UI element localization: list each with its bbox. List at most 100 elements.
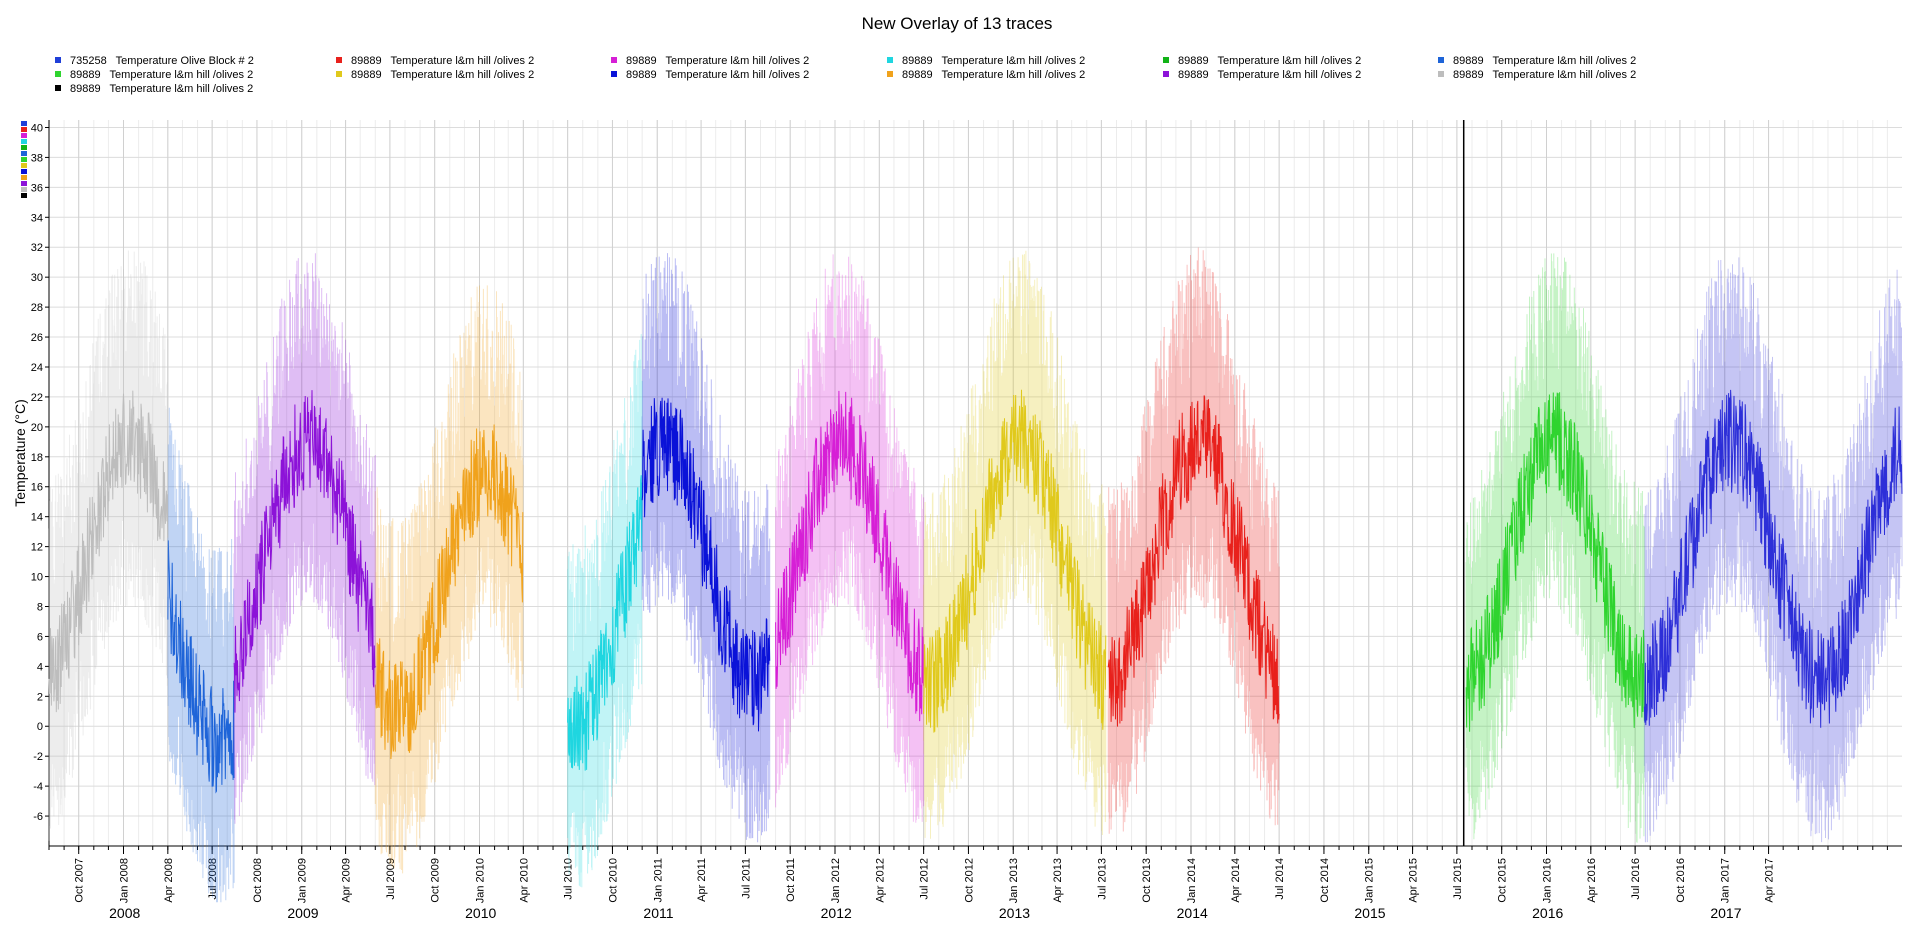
y-tick-label: 8	[37, 601, 43, 613]
x-tick-label: Oct 2012	[963, 858, 975, 903]
legend-item: 89889 Temperature l&m hill /olives 2	[336, 54, 534, 68]
series-11	[48, 250, 169, 841]
legend-item: 89889 Temperature l&m hill /olives 2	[611, 68, 809, 82]
color-key-swatch	[21, 169, 27, 174]
y-tick-label: 30	[31, 272, 43, 284]
x-tick-label: Apr 2011	[696, 858, 708, 902]
chart-title: New Overlay of 13 traces	[861, 14, 1053, 33]
x-tick-label: Jan 2017	[1720, 858, 1732, 903]
legend-item: 89889 Temperature l&m hill /olives 2	[887, 54, 1085, 68]
y-axis-title: Temperature (°C)	[12, 399, 28, 507]
x-tick-label: Jan 2014	[1186, 858, 1198, 903]
series-line	[775, 390, 925, 722]
color-key-swatch	[21, 163, 27, 168]
legend-swatch	[611, 57, 617, 63]
y-tick-label: 10	[31, 572, 43, 584]
legend-item: 89889 Temperature l&m hill /olives 2	[55, 68, 253, 82]
color-key-swatch	[21, 175, 27, 180]
legend-label: 89889 Temperature l&m hill /olives 2	[70, 69, 254, 81]
year-label: 2016	[1532, 905, 1563, 921]
x-tick-label: Jan 2009	[297, 858, 309, 903]
legend-swatch	[1163, 57, 1169, 63]
y-tick-label: 26	[31, 332, 43, 344]
x-tick-label: Jan 2010	[474, 858, 486, 903]
legend-item: 735258 Temperature Olive Block # 2	[55, 54, 254, 68]
x-tick-label: Jan 2013	[1008, 858, 1020, 903]
y-tick-label: 36	[31, 182, 43, 194]
legend-swatch	[336, 71, 342, 77]
legend-item: 89889 Temperature l&m hill /olives 2	[55, 82, 253, 96]
series-7	[923, 250, 1107, 839]
legend-label: 735258 Temperature Olive Block # 2	[70, 55, 254, 67]
series-line	[641, 397, 771, 732]
series-group	[48, 247, 1903, 903]
series-2	[775, 254, 925, 823]
series-9	[374, 285, 524, 874]
legend-label: 89889 Temperature l&m hill /olives 2	[351, 55, 535, 67]
color-key-swatch	[21, 121, 27, 126]
year-label: 2015	[1354, 905, 1385, 921]
x-tick-label: Jul 2009	[385, 858, 397, 900]
x-tick-label: Oct 2008	[252, 858, 264, 903]
series-13	[1643, 257, 1903, 843]
x-tick-label: Jul 2011	[740, 858, 752, 899]
year-label: 2014	[1177, 905, 1208, 921]
x-tick-label: Apr 2010	[518, 858, 530, 903]
series-5	[167, 407, 235, 903]
y-tick-label: 18	[31, 452, 43, 464]
color-key-swatch	[21, 145, 27, 150]
series-line	[374, 424, 524, 760]
legend-swatch	[611, 71, 617, 77]
y-tick-label: 16	[31, 482, 43, 494]
series-line	[48, 390, 169, 713]
y-tick-label: 2	[37, 691, 43, 703]
x-tick-label: Apr 2014	[1230, 858, 1242, 903]
legend-label: 89889 Temperature l&m hill /olives 2	[70, 83, 254, 95]
x-tick-label: Apr 2015	[1408, 858, 1420, 903]
legend-label: 89889 Temperature l&m hill /olives 2	[1178, 69, 1362, 81]
legend-item: 89889 Temperature l&m hill /olives 2	[887, 68, 1085, 82]
color-key-swatch	[21, 151, 27, 156]
y-tick-label: 14	[31, 512, 43, 524]
x-tick-label: Oct 2010	[607, 858, 619, 903]
y-tick-label: 32	[31, 242, 43, 254]
x-tick-label: Oct 2009	[430, 858, 442, 903]
legend-swatch	[1438, 57, 1444, 63]
year-label: 2008	[109, 905, 140, 921]
legend-label: 89889 Temperature l&m hill /olives 2	[902, 69, 1086, 81]
y-tick-label: 12	[31, 542, 43, 554]
x-tick-label: Oct 2016	[1675, 858, 1687, 903]
year-label: 2010	[465, 905, 496, 921]
x-tick-label: Jul 2012	[919, 858, 931, 900]
x-tick-label: Jul 2008	[207, 858, 219, 900]
x-tick-label: Oct 2014	[1319, 858, 1331, 903]
y-tick-label: -2	[33, 751, 43, 763]
year-label: 2011	[643, 905, 673, 921]
x-tick-label: Apr 2013	[1052, 858, 1064, 903]
series-8	[641, 253, 771, 843]
legend-swatch	[55, 57, 61, 63]
x-tick-label: Apr 2017	[1764, 858, 1776, 903]
x-tick-label: Jan 2012	[830, 858, 842, 903]
legend-label: 89889 Temperature l&m hill /olives 2	[1453, 69, 1637, 81]
color-key-swatch	[21, 187, 27, 192]
y-tick-label: 20	[31, 422, 43, 434]
x-tick-label: Oct 2013	[1141, 858, 1153, 903]
legend-item: 89889 Temperature l&m hill /olives 2	[1163, 68, 1361, 82]
legend-item: 89889 Temperature l&m hill /olives 2	[336, 68, 534, 82]
legend-swatch	[887, 57, 893, 63]
y-tick-label: -4	[33, 781, 43, 793]
y-tick-label: 34	[31, 212, 43, 224]
color-key-swatch	[21, 193, 27, 198]
series-line	[1465, 392, 1645, 732]
series-3	[567, 334, 643, 888]
x-tick-label: Jul 2013	[1096, 858, 1108, 900]
series-line	[1643, 389, 1903, 728]
series-line	[1107, 395, 1280, 727]
series-line	[167, 540, 235, 794]
year-label: 2013	[999, 905, 1030, 921]
legend-label: 89889 Temperature l&m hill /olives 2	[1453, 55, 1637, 67]
color-key-swatch	[21, 139, 27, 144]
series-line	[233, 390, 376, 713]
series-6	[1465, 253, 1645, 843]
